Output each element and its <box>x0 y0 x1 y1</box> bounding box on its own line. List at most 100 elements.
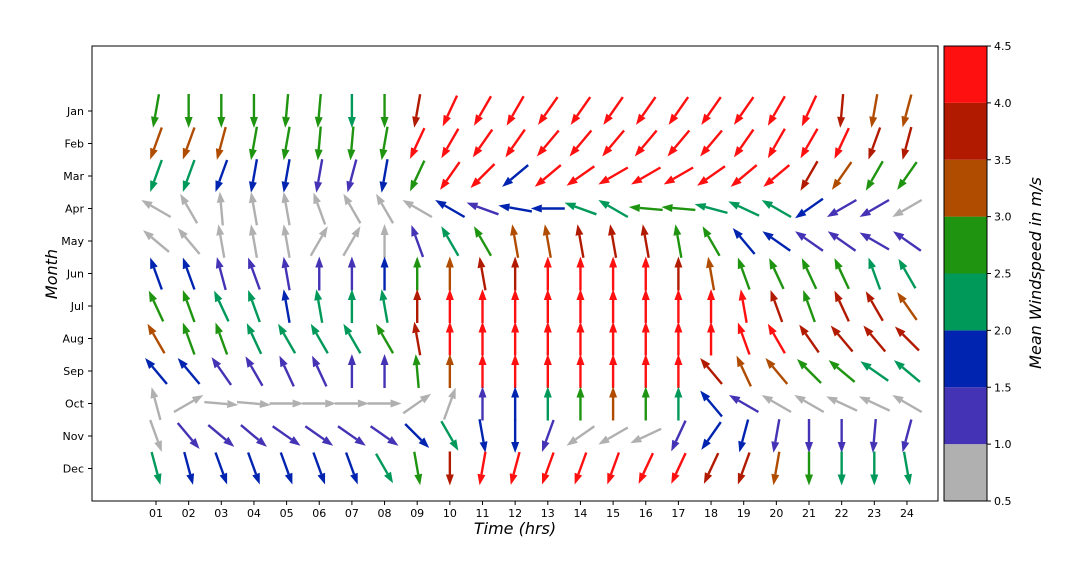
wind-arrow <box>769 258 785 290</box>
x-tick-label: 19 <box>737 507 751 520</box>
wind-arrow <box>641 354 650 388</box>
wind-arrow <box>511 321 520 356</box>
wind-arrow <box>342 226 361 257</box>
wind-arrow <box>511 386 520 421</box>
wind-arrow <box>216 191 225 226</box>
wind-arrow <box>440 161 461 190</box>
wind-arrow <box>609 321 618 356</box>
x-tick-label: 11 <box>476 507 490 520</box>
colorbar-bin <box>944 159 987 217</box>
wind-arrow <box>607 452 621 485</box>
colorbar-title: Mean Windspeed in m/s <box>1026 177 1045 369</box>
wind-arrow <box>543 256 552 291</box>
y-tick-label: Apr <box>65 203 85 216</box>
wind-arrow <box>673 224 683 258</box>
wind-arrow <box>442 95 459 127</box>
wind-arrow <box>576 386 585 421</box>
wind-arrow <box>410 160 426 192</box>
wind-arrow <box>248 126 259 161</box>
wind-arrow <box>805 419 813 453</box>
colorbar-bin <box>944 102 987 160</box>
wind-arrow <box>240 424 267 447</box>
wind-arrow <box>761 395 792 414</box>
wind-arrow <box>215 126 227 160</box>
wind-arrow <box>826 396 858 412</box>
wind-arrow <box>380 354 389 388</box>
y-tick-label: Nov <box>63 430 85 443</box>
wind-arrow <box>347 289 356 323</box>
wind-arrow <box>702 226 721 257</box>
wind-arrow <box>380 256 389 291</box>
wind-arrow <box>248 159 259 193</box>
wind-arrow <box>831 161 853 190</box>
wind-arrow <box>576 321 585 356</box>
wind-arrow <box>732 227 756 255</box>
x-tick-label: 23 <box>867 507 881 520</box>
y-tick-label: Aug <box>63 333 84 346</box>
wind-arrow <box>445 256 454 291</box>
x-tick-label: 21 <box>802 507 816 520</box>
wind-arrow <box>763 164 791 187</box>
wind-arrow <box>801 258 818 290</box>
wind-arrow <box>901 419 913 453</box>
wind-arrow <box>413 451 423 486</box>
wind-arrow <box>505 128 526 158</box>
wind-arrow <box>640 224 650 258</box>
wind-arrow <box>281 159 291 193</box>
wind-arrow <box>369 425 399 446</box>
wind-arrow <box>728 201 760 217</box>
y-tick-label: May <box>61 235 84 248</box>
wind-arrow <box>574 452 588 485</box>
wind-arrow <box>566 165 596 186</box>
wind-arrow <box>511 354 520 388</box>
wind-arrow <box>411 225 425 258</box>
wind-arrow <box>765 357 789 385</box>
wind-arrow <box>576 289 585 323</box>
wind-arrow <box>737 452 751 485</box>
wind-arrow <box>863 325 887 353</box>
x-tick-label: 16 <box>639 507 653 520</box>
wind-arrow <box>217 94 226 128</box>
wind-arrow <box>248 257 261 290</box>
wind-arrow <box>511 256 520 291</box>
wind-arrow <box>674 354 683 388</box>
wind-arrow <box>834 290 850 322</box>
wind-arrow <box>214 452 228 485</box>
wind-arrow <box>700 129 723 157</box>
wind-arrow <box>141 200 172 219</box>
x-tick-label: 22 <box>835 507 849 520</box>
wind-arrow <box>379 289 389 323</box>
wind-arrow <box>184 94 193 128</box>
wind-arrow <box>828 360 856 383</box>
wind-arrow <box>150 159 163 192</box>
colorbar-ticks: 0.5 1.0 1.5 2.0 2.5 3.0 3.5 4.0 4.5 <box>987 40 1012 508</box>
wind-arrow <box>149 419 162 452</box>
wind-arrow <box>794 395 825 414</box>
wind-arrow <box>379 126 389 161</box>
wind-arrow <box>248 290 261 323</box>
wind-arrow <box>703 452 720 484</box>
x-tick-label: 08 <box>378 507 392 520</box>
wind-arrow <box>478 386 487 421</box>
wind-arrow <box>837 419 846 453</box>
y-axis: Jan Feb Mar Apr May Jun Jul Aug Sep Oct Nov Dec <box>61 105 92 476</box>
colorbar-bin <box>944 46 987 103</box>
wind-arrow <box>738 419 750 453</box>
wind-arrow <box>534 164 562 187</box>
colorbar-tick-label: 0.5 <box>994 495 1012 508</box>
wind-arrow <box>795 231 824 252</box>
wind-arrow <box>440 420 459 451</box>
wind-arrow <box>736 355 752 387</box>
x-axis: 01 02 03 04 05 06 07 08 09 10 11 12 13 14 15 16 17 18 19 20… <box>149 501 914 520</box>
wind-arrow <box>151 94 161 128</box>
wind-arrow <box>837 93 846 128</box>
wind-arrow <box>315 256 324 291</box>
x-tick-label: 06 <box>312 507 326 520</box>
wind-arrow <box>445 321 454 356</box>
wind-arrow <box>302 399 337 408</box>
x-tick-label: 03 <box>214 507 228 520</box>
wind-arrow <box>269 399 304 408</box>
wind-arrow <box>177 357 201 385</box>
colorbar-tick-label: 2.0 <box>994 324 1012 337</box>
wind-arrow <box>472 128 494 158</box>
